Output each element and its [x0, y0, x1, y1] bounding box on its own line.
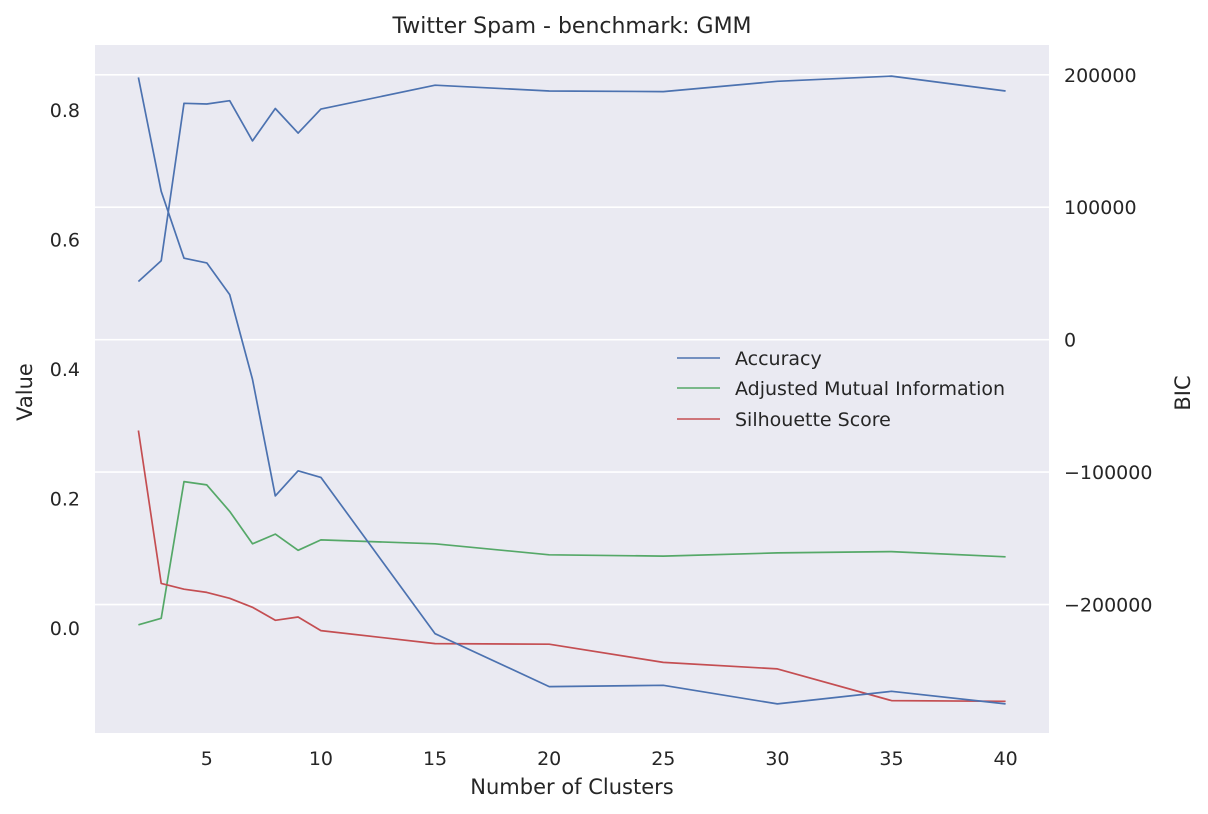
- x-tick-label: 20: [537, 748, 561, 770]
- x-axis-ticks: 5 10 15 20 25 30 35 40: [201, 748, 1018, 770]
- y2-axis-label: BIC: [1171, 375, 1195, 410]
- series-line-silhouette-score: [137, 430, 1006, 703]
- y2-tick-label: 100000: [1064, 197, 1137, 219]
- x-tick-label: 25: [651, 748, 675, 770]
- x-tick-label: 5: [201, 748, 213, 770]
- series-line-adjusted-mutual-information: [138, 480, 1006, 626]
- chart-title: Twitter Spam - benchmark: GMM: [391, 14, 751, 39]
- gridlines: [95, 73, 1049, 606]
- y-tick-label: 0.0: [50, 618, 80, 640]
- y2-tick-label: −100000: [1064, 462, 1152, 484]
- y-tick-label: 0.6: [50, 229, 80, 251]
- y2-tick-label: 0: [1064, 330, 1076, 352]
- y2-tick-label: −200000: [1064, 595, 1152, 617]
- y-axis-ticks: 0.0 0.2 0.4 0.6 0.8: [50, 100, 80, 640]
- y-tick-label: 0.8: [50, 100, 80, 122]
- legend: Accuracy Adjusted Mutual Information Sil…: [677, 348, 1005, 431]
- x-tick-label: 30: [765, 748, 789, 770]
- x-tick-label: 35: [879, 748, 903, 770]
- y-tick-label: 0.4: [50, 359, 80, 381]
- x-tick-label: 40: [994, 748, 1018, 770]
- x-tick-label: 10: [309, 748, 333, 770]
- series-line-bic: [137, 77, 1006, 705]
- series-line-accuracy: [137, 75, 1006, 283]
- legend-label-accuracy: Accuracy: [735, 348, 822, 370]
- x-axis-label: Number of Clusters: [470, 775, 673, 799]
- y-axis-label: Value: [13, 363, 37, 421]
- x-tick-label: 15: [423, 748, 447, 770]
- y2-axis-ticks: 200000 100000 0 −100000 −200000: [1064, 65, 1152, 617]
- y-tick-label: 0.2: [50, 488, 80, 510]
- series-lines: [137, 75, 1006, 705]
- y2-tick-label: 200000: [1064, 65, 1137, 87]
- legend-label-silhouette: Silhouette Score: [735, 409, 891, 431]
- legend-label-ami: Adjusted Mutual Information: [735, 378, 1005, 400]
